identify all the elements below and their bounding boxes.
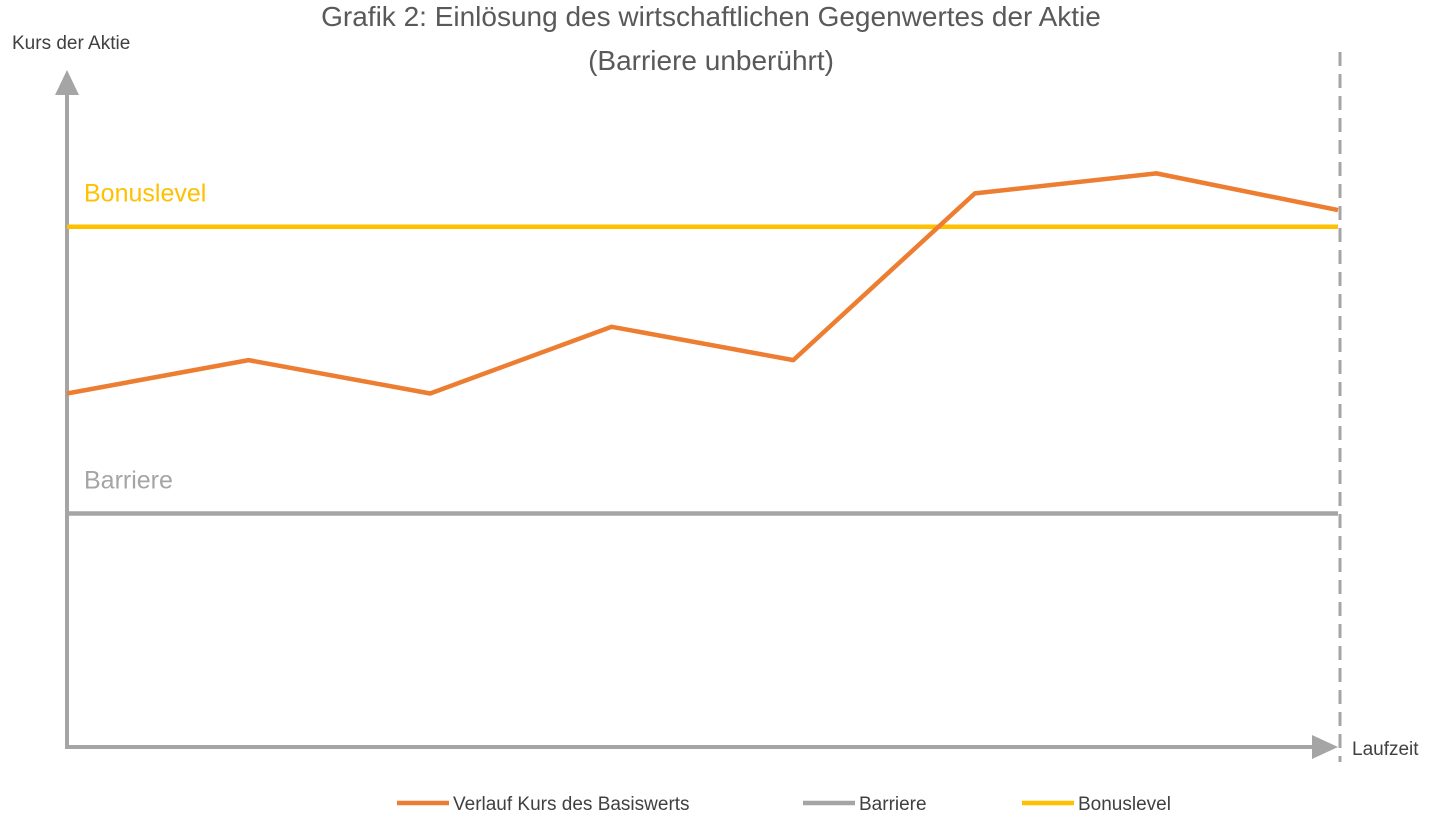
- legend-item-bonuslevel: Bonuslevel: [1022, 794, 1171, 815]
- chart-subtitle: (Barriere unberührt): [588, 45, 834, 76]
- legend-label: Bonuslevel: [1078, 794, 1171, 815]
- series-line-verlauf-kurs-des-basiswerts: [66, 171, 1339, 396]
- series-labels: Barriere Bonuslevel: [84, 180, 206, 495]
- series-layer: [66, 171, 1339, 516]
- legend-item-verlauf-kurs-des-basiswerts: Verlauf Kurs des Basiswerts: [397, 794, 690, 815]
- x-axis-arrow: [1312, 735, 1338, 759]
- x-axis-title: Laufzeit: [1352, 739, 1419, 760]
- y-axis-arrow: [55, 70, 79, 95]
- axes: [55, 70, 1338, 759]
- chart-title: Grafik 2: Einlösung des wirtschaftlichen…: [321, 1, 1101, 32]
- y-axis-title: Kurs der Aktie: [12, 33, 130, 54]
- legend-label: Verlauf Kurs des Basiswerts: [453, 794, 690, 815]
- legend-label: Barriere: [859, 794, 927, 815]
- series-label-barriere: Barriere: [84, 467, 173, 495]
- series-label-bonuslevel: Bonuslevel: [84, 180, 206, 208]
- legend-item-barriere: Barriere: [803, 794, 927, 815]
- legend: Verlauf Kurs des Basiswerts Barriere Bonus…: [397, 794, 1171, 815]
